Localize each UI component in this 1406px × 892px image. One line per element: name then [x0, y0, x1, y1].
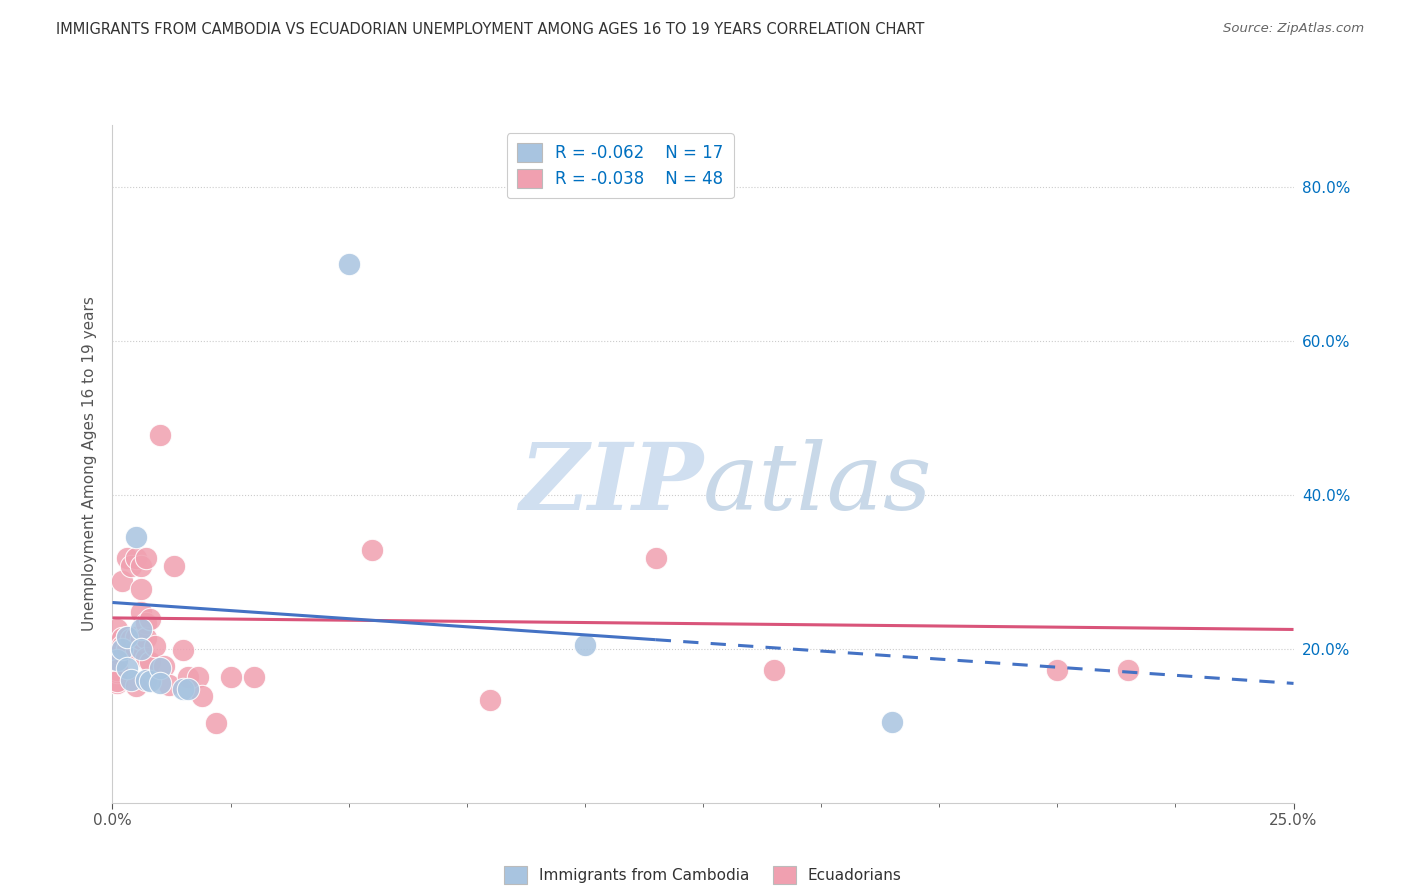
- Point: [172, 643, 194, 657]
- Point: [115, 641, 138, 656]
- Point: [129, 558, 152, 573]
- Point: [574, 638, 596, 652]
- Point: [139, 612, 162, 626]
- Point: [125, 630, 148, 644]
- Point: [177, 670, 200, 684]
- Point: [153, 658, 176, 673]
- Point: [115, 630, 138, 644]
- Point: [105, 646, 128, 660]
- Point: [120, 558, 142, 573]
- Point: [880, 714, 903, 729]
- Point: [111, 631, 134, 645]
- Point: [172, 681, 194, 696]
- Point: [125, 679, 148, 693]
- Point: [243, 670, 266, 684]
- Point: [191, 690, 214, 704]
- Point: [115, 550, 138, 565]
- Point: [143, 640, 166, 654]
- Point: [135, 673, 157, 687]
- Text: Source: ZipAtlas.com: Source: ZipAtlas.com: [1223, 22, 1364, 36]
- Text: ZIP: ZIP: [519, 439, 703, 529]
- Point: [105, 665, 128, 679]
- Point: [105, 663, 128, 677]
- Point: [115, 661, 138, 675]
- Y-axis label: Unemployment Among Ages 16 to 19 years: Unemployment Among Ages 16 to 19 years: [82, 296, 97, 632]
- Point: [135, 631, 157, 645]
- Point: [111, 641, 134, 656]
- Point: [479, 693, 502, 707]
- Point: [105, 623, 128, 637]
- Point: [177, 681, 200, 696]
- Point: [125, 530, 148, 544]
- Point: [163, 558, 186, 573]
- Legend: Immigrants from Cambodia, Ecuadorians: Immigrants from Cambodia, Ecuadorians: [498, 860, 908, 890]
- Point: [129, 605, 152, 619]
- Point: [135, 550, 157, 565]
- Text: atlas: atlas: [703, 439, 932, 529]
- Point: [762, 663, 785, 677]
- Point: [644, 550, 666, 565]
- Point: [105, 676, 128, 690]
- Point: [120, 632, 142, 646]
- Point: [105, 657, 128, 672]
- Point: [105, 653, 128, 667]
- Point: [111, 640, 134, 654]
- Point: [337, 256, 360, 270]
- Point: [105, 674, 128, 689]
- Point: [1116, 663, 1139, 677]
- Point: [139, 655, 162, 669]
- Point: [139, 674, 162, 689]
- Point: [105, 635, 128, 649]
- Point: [205, 716, 228, 731]
- Point: [1046, 663, 1069, 677]
- Point: [361, 543, 384, 558]
- Point: [125, 550, 148, 565]
- Point: [149, 661, 172, 675]
- Point: [125, 641, 148, 656]
- Point: [129, 641, 152, 656]
- Point: [129, 623, 152, 637]
- Point: [135, 615, 157, 630]
- Point: [129, 582, 152, 596]
- Point: [149, 676, 172, 690]
- Point: [219, 670, 242, 684]
- Text: IMMIGRANTS FROM CAMBODIA VS ECUADORIAN UNEMPLOYMENT AMONG AGES 16 TO 19 YEARS CO: IMMIGRANTS FROM CAMBODIA VS ECUADORIAN U…: [56, 22, 925, 37]
- Point: [135, 651, 157, 665]
- Point: [186, 670, 208, 684]
- Point: [149, 427, 172, 442]
- Point: [129, 632, 152, 646]
- Point: [157, 678, 180, 692]
- Point: [115, 630, 138, 644]
- Point: [111, 574, 134, 588]
- Point: [120, 673, 142, 687]
